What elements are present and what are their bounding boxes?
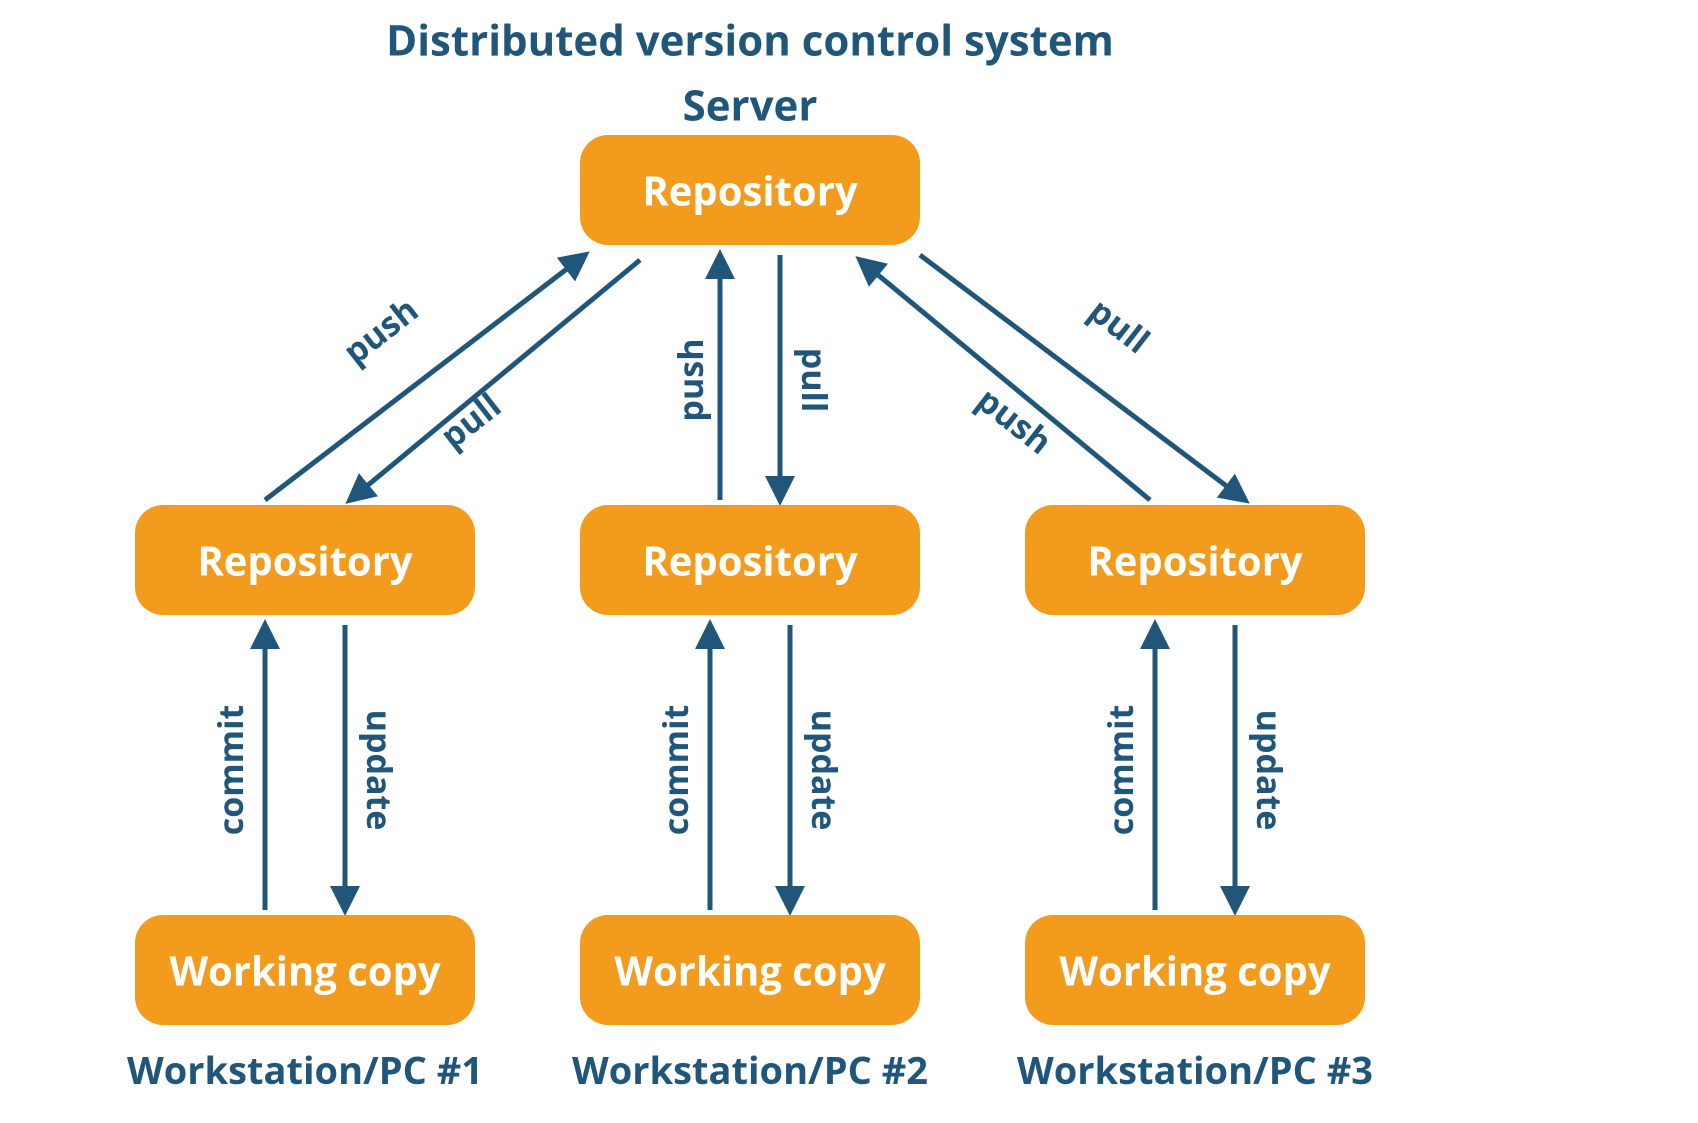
- node-wc1: Working copy: [135, 915, 475, 1025]
- dvcs-diagram: Distributed version control system Server…: [0, 0, 1698, 1123]
- workstation-label: Workstation/PC #1: [127, 1044, 483, 1096]
- diagram-title: Distributed version control system: [386, 12, 1114, 69]
- node-repo3: Repository: [1025, 505, 1365, 615]
- node-wc3: Working copy: [1025, 915, 1365, 1025]
- edge-label: update: [357, 710, 403, 831]
- node-label: Repository: [642, 533, 858, 588]
- edge-label: push: [667, 338, 713, 421]
- node-label: Working copy: [614, 943, 886, 998]
- node-repo1: Repository: [135, 505, 475, 615]
- node-label: Working copy: [1059, 943, 1331, 998]
- edge-arrow: [265, 255, 585, 500]
- node-label: Repository: [1087, 533, 1303, 588]
- node-wc2: Working copy: [580, 915, 920, 1025]
- edge-label: commit: [652, 705, 698, 835]
- edge-label: commit: [1097, 705, 1143, 835]
- server-label: Server: [683, 77, 818, 134]
- workstation-label: Workstation/PC #3: [1017, 1044, 1373, 1096]
- edge-label: pull: [792, 348, 838, 413]
- edge-arrow: [920, 255, 1245, 500]
- node-label: Working copy: [169, 943, 441, 998]
- workstation-label: Workstation/PC #2: [572, 1044, 928, 1096]
- node-label: Repository: [642, 163, 858, 218]
- edge-label: commit: [207, 705, 253, 835]
- edge-label: update: [802, 710, 848, 831]
- edge-label: pull: [430, 382, 509, 458]
- node-server_repo: Repository: [580, 135, 920, 245]
- edge-label: push: [333, 286, 427, 373]
- node-repo2: Repository: [580, 505, 920, 615]
- edge-label: update: [1247, 710, 1293, 831]
- node-label: Repository: [197, 533, 413, 588]
- edge-label: pull: [1080, 287, 1159, 363]
